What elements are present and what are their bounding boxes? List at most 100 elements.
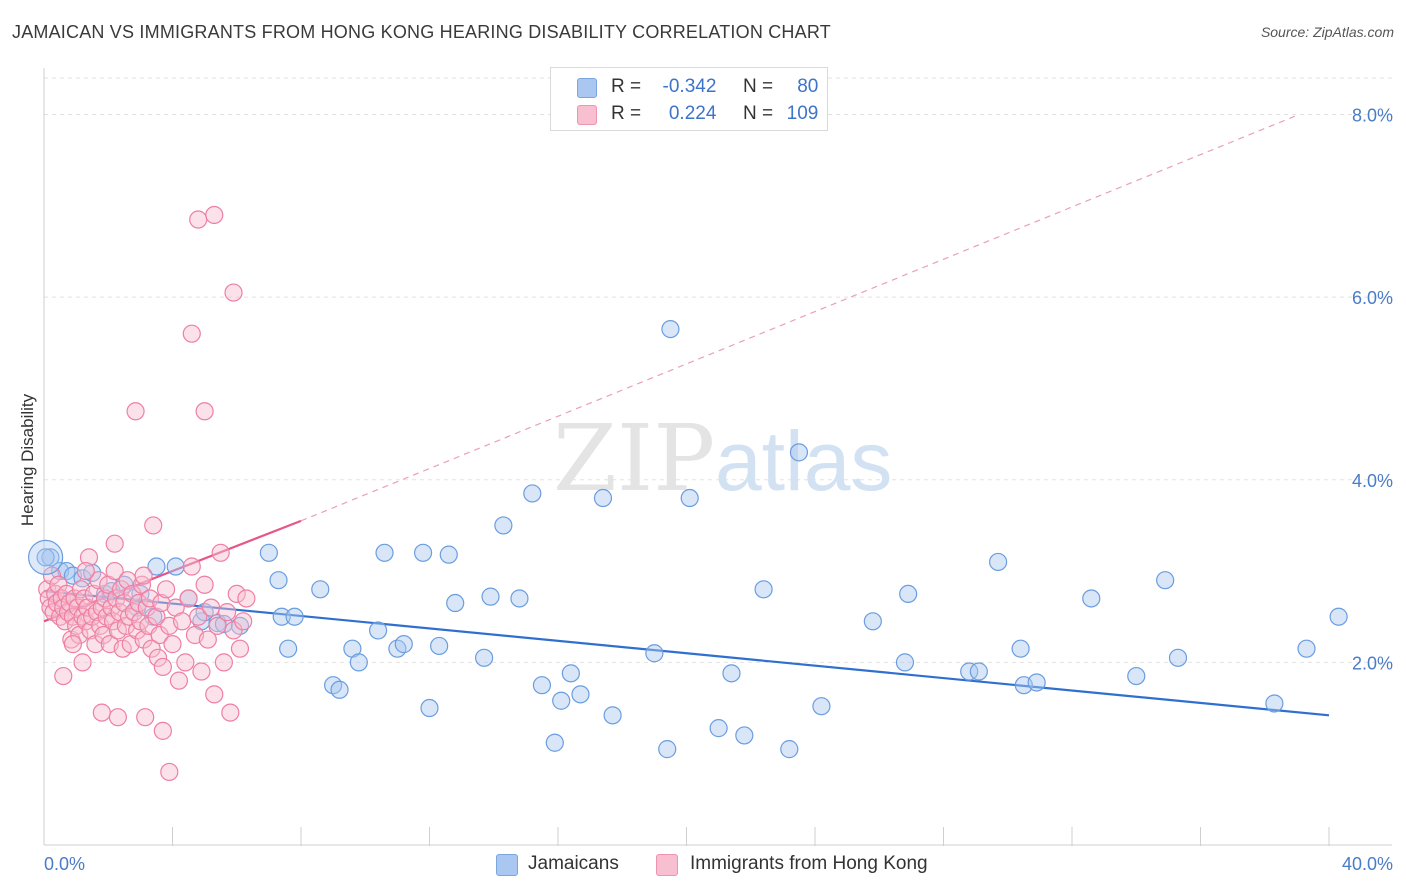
point-jamaicans: [680, 488, 699, 508]
point-jamaicans: [593, 488, 613, 508]
legend-n-value: 109: [786, 103, 819, 124]
point-jamaicans: [532, 676, 552, 695]
point-hong-kong: [76, 561, 95, 581]
legend-r-label: R =: [611, 103, 642, 124]
legend-swatch-hong-kong: [577, 105, 597, 125]
point-hong-kong: [68, 598, 87, 617]
trend-line-jamaicans: [43, 590, 1330, 717]
point-hong-kong: [198, 630, 217, 649]
point-jamaicans: [603, 706, 622, 725]
stats-legend: R = -0.342 N = 80 R = 0.224 N = 109: [550, 67, 828, 131]
tick-labels: 2.0% 4.0% 6.0% 8.0% 0.0% 40.0%: [44, 106, 1393, 874]
point-hong-kong: [147, 607, 166, 626]
point-hong-kong: [214, 653, 233, 672]
point-hong-kong: [153, 721, 172, 740]
point-jamaicans: [510, 589, 529, 608]
bottom-legend-label-hong-kong: Immigrants from Hong Kong: [690, 853, 928, 874]
point-hong-kong: [142, 639, 161, 658]
legend-r-label: R =: [611, 76, 642, 97]
point-hong-kong: [150, 625, 169, 645]
point-jamaicans: [709, 719, 728, 738]
point-jamaicans: [645, 644, 664, 663]
point-jamaicans: [1168, 648, 1188, 667]
point-hong-kong: [179, 589, 198, 608]
legend-n-value: 80: [797, 76, 819, 97]
point-jamaicans: [1156, 571, 1175, 590]
point-hong-kong: [182, 557, 201, 576]
point-hong-kong: [140, 589, 160, 608]
trend-line-hong-kong: [43, 519, 302, 623]
point-hong-kong: [105, 534, 124, 553]
legend-swatch-jamaicans: [577, 78, 597, 98]
point-jamaicans: [369, 621, 388, 640]
point-hong-kong: [42, 566, 62, 585]
point-hong-kong: [176, 653, 195, 672]
point-jamaicans: [475, 648, 494, 667]
point-hong-kong: [136, 708, 155, 727]
point-jamaicans: [989, 552, 1008, 572]
watermark-atlas: atlas: [715, 414, 892, 508]
point-jamaicans: [722, 664, 741, 683]
point-jamaicans: [214, 614, 233, 634]
point-hong-kong: [144, 516, 163, 535]
point-jamaicans: [1329, 607, 1348, 626]
point-jamaicans: [375, 543, 394, 562]
point-hong-kong: [237, 589, 256, 608]
point-hong-kong: [54, 666, 73, 686]
point-hong-kong: [173, 612, 192, 631]
point-jamaicans: [494, 516, 513, 535]
point-hong-kong: [63, 635, 83, 654]
point-jamaicans: [413, 543, 433, 562]
point-hong-kong: [111, 580, 131, 599]
legend-n-label: N =: [742, 103, 774, 124]
point-jamaicans: [36, 548, 55, 567]
watermark-zip: ZIP: [553, 405, 715, 512]
point-hong-kong: [148, 648, 168, 667]
point-jamaicans: [895, 653, 915, 672]
point-jamaicans: [571, 685, 590, 704]
point-hong-kong: [156, 580, 176, 599]
point-jamaicans: [863, 612, 882, 631]
point-hong-kong: [73, 653, 92, 672]
point-hong-kong: [218, 603, 237, 622]
point-hong-kong: [192, 662, 211, 681]
point-jamaicans: [523, 484, 542, 503]
y-tick-label: 6.0%: [1352, 288, 1393, 308]
point-jamaicans: [561, 664, 580, 683]
point-jamaicans: [330, 680, 349, 699]
point-jamaicans: [1297, 639, 1316, 658]
point-hong-kong: [126, 402, 145, 421]
point-jamaicans: [754, 580, 773, 599]
point-hong-kong: [92, 703, 111, 722]
point-hong-kong: [195, 575, 214, 594]
point-jamaicans: [552, 691, 571, 710]
point-jamaicans: [1011, 639, 1030, 658]
point-hong-kong: [201, 598, 221, 617]
point-jamaicans: [545, 733, 564, 752]
legend-r-value: -0.342: [662, 76, 717, 97]
point-hong-kong: [132, 575, 152, 594]
point-hong-kong: [123, 584, 142, 603]
grid-lines: [44, 77, 1392, 663]
point-hong-kong: [205, 685, 224, 704]
point-hong-kong: [163, 635, 182, 654]
point-jamaicans: [658, 740, 677, 759]
point-jamaicans: [272, 607, 291, 626]
point-jamaicans: [259, 543, 278, 562]
point-hong-kong: [205, 205, 224, 225]
point-jamaicans: [969, 662, 988, 681]
point-hong-kong: [211, 543, 230, 562]
point-hong-kong: [224, 621, 243, 640]
point-jamaicans: [481, 587, 500, 606]
point-jamaicans: [446, 593, 465, 613]
point-jamaicans: [812, 697, 831, 716]
legend-r-value: 0.224: [668, 103, 717, 124]
y-axis-label: Hearing Disability: [18, 393, 37, 526]
point-jamaicans: [661, 320, 680, 339]
point-jamaicans: [1265, 694, 1284, 713]
y-tick-label: 2.0%: [1352, 653, 1393, 673]
point-hong-kong: [189, 607, 208, 626]
point-jamaicans: [1082, 589, 1101, 608]
bottom-legend-swatch-hong-kong: [656, 854, 678, 876]
point-hong-kong: [79, 548, 99, 567]
